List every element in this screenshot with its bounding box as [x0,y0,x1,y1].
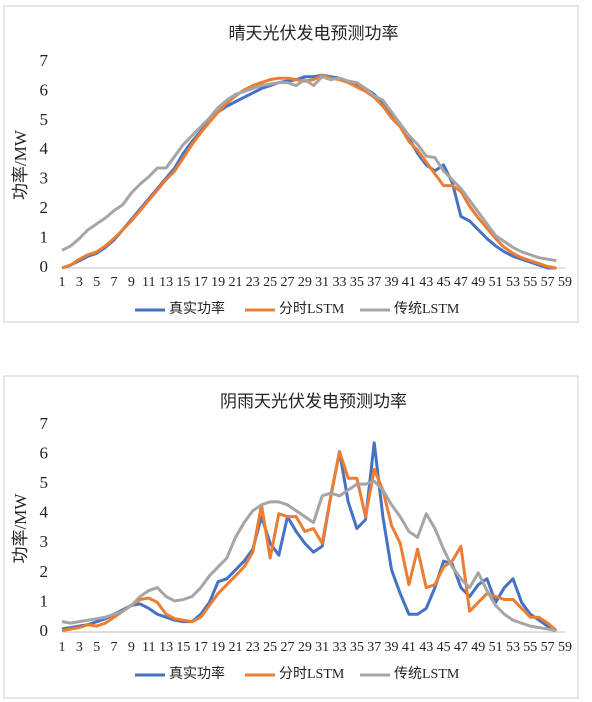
x-tick-label: 15 [176,640,190,655]
x-tick-label: 35 [350,640,364,655]
y-tick-label: 3 [40,169,49,188]
chart-title: 阴雨天光伏发电预测功率 [220,392,407,411]
chart-frame [3,375,579,699]
x-tick-label: 51 [489,640,503,655]
y-tick-label: 6 [40,80,49,99]
y-tick-label: 4 [40,503,49,522]
x-tick-label: 35 [350,275,364,290]
x-tick-label: 59 [558,640,572,655]
x-tick-label: 7 [111,640,118,655]
y-tick-label: 5 [40,473,49,492]
x-tick-label: 19 [211,640,225,655]
x-tick-label: 31 [315,640,329,655]
x-tick-label: 3 [76,275,83,290]
x-tick-label: 23 [246,640,260,655]
legend-label: 传统LSTM [394,301,460,317]
series-line [61,450,558,632]
x-tick-label: 55 [523,275,537,290]
x-tick-label: 25 [263,275,277,290]
x-tick-label: 47 [454,640,468,655]
x-tick-label: 9 [128,275,135,290]
x-tick-label: 37 [367,640,381,655]
x-tick-label: 17 [194,640,208,655]
series-line [61,73,557,270]
x-tick-label: 1 [59,640,66,655]
y-tick-label: 5 [40,110,49,129]
x-tick-label: 29 [298,275,312,290]
y-tick-label: 2 [40,198,49,217]
x-tick-label: 3 [76,640,83,655]
y-tick-label: 6 [40,443,49,462]
x-tick-label: 45 [437,640,451,655]
legend-label: 分时LSTM [279,301,345,317]
x-tick-label: 21 [228,275,242,290]
y-tick-label: 7 [40,414,49,433]
x-tick-label: 57 [541,275,555,290]
x-tick-label: 5 [93,640,100,655]
x-tick-label: 33 [333,640,347,655]
x-tick-label: 45 [437,275,451,290]
series-line [61,73,557,270]
x-tick-label: 7 [111,275,118,290]
x-tick-label: 39 [385,275,399,290]
legend-label: 分时LSTM [279,666,345,682]
legend-label: 真实功率 [169,300,225,317]
x-tick-label: 39 [385,640,399,655]
x-tick-label: 15 [176,275,190,290]
y-tick-label: 2 [40,562,49,581]
x-tick-label: 57 [541,640,555,655]
y-axis-label: 功率/MW [11,493,30,564]
x-tick-label: 49 [471,640,485,655]
series-line [61,479,557,632]
x-tick-label: 11 [142,275,155,290]
chart-frame [3,5,579,323]
x-tick-label: 49 [471,275,485,290]
x-tick-label: 51 [489,275,503,290]
x-tick-label: 33 [333,275,347,290]
x-tick-label: 31 [315,275,329,290]
y-tick-label: 3 [40,532,49,551]
x-tick-label: 27 [280,640,294,655]
x-tick-label: 53 [506,275,520,290]
x-tick-label: 23 [246,275,260,290]
y-tick-label: 1 [40,591,49,610]
x-tick-label: 43 [419,640,433,655]
x-tick-label: 11 [142,640,155,655]
x-tick-label: 13 [159,275,173,290]
y-tick-label: 1 [40,227,49,246]
x-tick-label: 5 [93,275,100,290]
x-tick-label: 21 [228,640,242,655]
x-tick-label: 41 [402,275,416,290]
x-tick-label: 13 [159,640,173,655]
series-line [61,441,558,632]
x-tick-label: 19 [211,275,225,290]
chart-title: 晴天光伏发电预测功率 [229,24,399,43]
x-tick-label: 29 [298,640,312,655]
y-tick-label: 7 [40,51,49,70]
x-tick-label: 9 [128,640,135,655]
y-tick-label: 0 [40,621,49,640]
y-tick-label: 4 [40,139,49,158]
x-tick-label: 43 [419,275,433,290]
x-tick-label: 53 [506,640,520,655]
x-tick-label: 1 [59,275,66,290]
x-tick-label: 25 [263,640,277,655]
x-tick-label: 17 [194,275,208,290]
x-tick-label: 59 [558,275,572,290]
legend-label: 传统LSTM [394,666,460,682]
y-tick-label: 0 [40,257,49,276]
series-line [61,75,557,263]
y-axis-label: 功率/MW [11,129,30,200]
x-tick-label: 47 [454,275,468,290]
x-tick-label: 55 [523,640,537,655]
x-tick-label: 27 [280,275,294,290]
legend-label: 真实功率 [169,665,225,682]
x-tick-label: 41 [402,640,416,655]
x-tick-label: 37 [367,275,381,290]
